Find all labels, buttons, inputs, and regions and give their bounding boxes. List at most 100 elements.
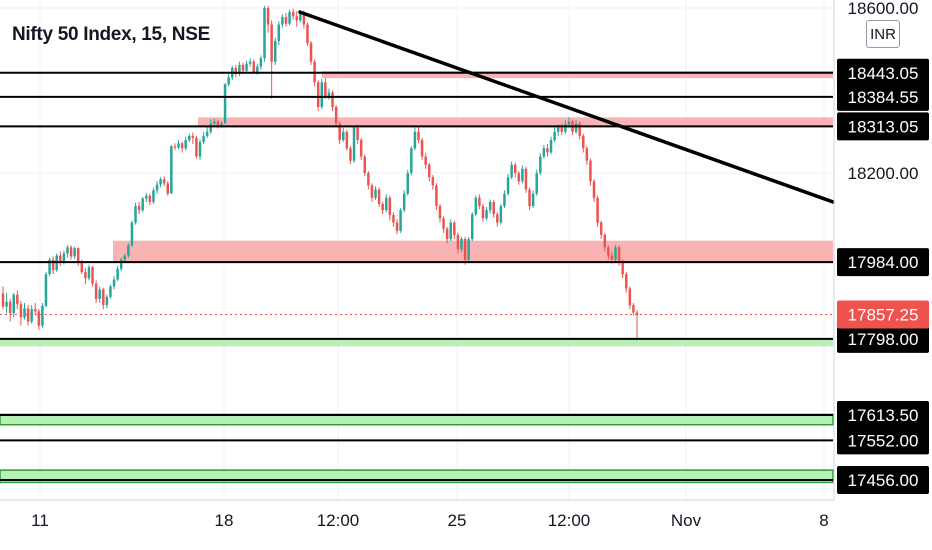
price-level-tag [837,58,929,87]
candle-body [238,64,241,75]
candle-body [62,253,66,263]
candle-body [349,148,352,161]
candle-body [8,301,12,314]
resistance-zone [113,240,833,263]
candle-body [510,164,513,178]
candle-body [288,12,291,24]
candle-body [438,206,442,219]
candle-body [213,121,216,124]
candle-body [166,183,170,194]
candle-body [352,127,356,161]
candle-body [155,184,159,191]
candle-body [485,210,488,219]
candle-body [356,127,359,141]
candle-body [449,222,452,240]
candle-body [460,239,463,250]
candle-body [51,259,55,270]
candle-body [5,301,8,307]
price-level-tag [837,426,929,455]
candle-body [141,198,144,211]
x-tick-label: 25 [448,511,467,530]
candle-body [628,288,632,306]
candle-body [66,247,69,254]
candle-body [84,272,87,279]
candle-body [209,123,212,132]
candle-body [359,140,363,157]
candle-body [137,206,141,211]
candle-body [316,82,320,108]
candle-body [270,24,273,62]
candle-body [26,308,30,322]
x-tick-label: 8 [819,511,828,530]
candle-body [220,123,223,126]
candle-body [521,168,524,182]
candle-body [284,17,288,24]
candle-body [625,274,628,289]
candle-body [506,177,510,194]
candle-body [546,148,549,153]
candle-body [295,16,298,21]
candle-body [277,24,281,42]
candle-body [223,84,227,124]
last-price-tag [837,300,929,329]
candle-body [263,8,266,59]
candle-body [248,61,252,64]
candle-body [513,164,517,174]
y-tick-label: 18600.00 [848,0,919,18]
candle-body [470,214,474,240]
candle-body [445,228,449,240]
candle-body [324,82,327,97]
candle-body [159,179,162,185]
candle-body [377,189,381,204]
candle-body [582,135,585,149]
x-tick-label: Nov [671,511,702,530]
candle-body [592,181,596,198]
candle-body [30,309,33,322]
candle-body [180,143,184,149]
candle-body [273,41,277,62]
candle-body [442,218,445,229]
price-level-tag-label: 18443.05 [848,64,919,83]
candle-body [492,201,495,215]
candle-body [428,164,431,178]
candle-body [152,190,155,202]
price-level-tag-label: 17456.00 [848,471,919,490]
candle-body [413,131,417,149]
candle-body [134,206,137,223]
candle-body [191,135,195,138]
candle-body [302,12,306,25]
candle-body [195,137,198,157]
candle-body [37,311,41,326]
price-level-tag [837,112,929,141]
price-level-tag-label: 18313.05 [848,117,919,136]
candle-body [116,268,119,280]
candle-body [334,107,338,124]
candle-body [385,197,388,211]
candle-body [94,283,98,299]
trendline-layer [298,10,835,204]
candle-body [338,123,341,141]
candle-body [227,77,230,85]
currency-button[interactable]: INR [866,20,900,48]
candle-body [621,261,624,275]
candle-body [574,123,578,132]
candle-body [177,143,180,148]
candle-body [320,82,324,108]
candle-body [564,124,567,132]
candle-body [503,193,506,207]
candle-body [202,135,205,143]
candle-body [388,197,392,216]
x-tick-label: 12:00 [317,511,360,530]
zones-layer [0,71,834,484]
candle-body [345,131,349,149]
candle-body [542,148,546,157]
price-level-tag-label: 17613.50 [848,406,919,425]
candle-body [98,289,101,299]
x-tick-label: 18 [215,511,234,530]
candle-body [560,127,564,132]
candle-body [119,259,123,269]
candle-body [463,239,467,260]
candle-body [406,173,410,194]
